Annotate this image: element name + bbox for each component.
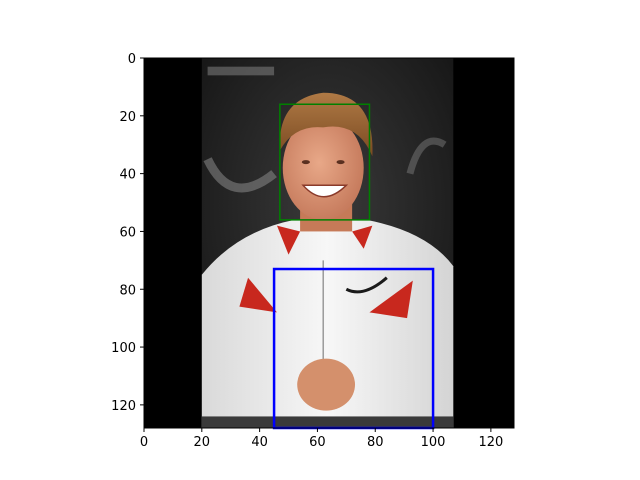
red-stripe-right [369,280,413,319]
background-logo-left [203,157,277,193]
x-tick-label: 20 [194,435,211,450]
background-text [207,66,275,76]
jacket [201,219,454,428]
x-tick-label: 120 [478,435,503,450]
y-tick-label: 20 [119,110,136,125]
y-tick-label: 100 [111,341,136,356]
axes-frame [143,57,515,429]
red-collar-left [276,225,301,255]
y-tick-label: 60 [119,225,136,240]
hair [279,92,373,157]
y-tick-label: 0 [128,52,136,67]
x-tick-label: 0 [140,435,148,450]
x-tick-label: 100 [421,435,446,450]
x-tick-label: 40 [251,435,268,450]
smile [301,184,349,198]
y-tick-label: 120 [111,399,136,414]
red-collar-right [352,225,373,249]
left-eye [301,160,310,165]
axis-ticks: 0 20 40 60 80 100 120 0 20 40 60 80 100 120 [111,52,515,450]
y-tick-label: 80 [119,283,136,298]
image-content [144,58,514,428]
x-tick-label: 60 [309,435,326,450]
table-edge [201,416,454,428]
right-eye [336,160,345,165]
y-tick-label: 40 [119,168,136,183]
red-stripe-left [239,277,277,313]
background-logo-right [406,137,447,175]
x-tick-label: 80 [367,435,384,450]
plot-axes: 0 20 40 60 80 100 120 0 20 40 60 80 100 120 [111,52,515,450]
portrait-photo [201,58,454,428]
chest-logo [345,276,388,294]
clasped-hands [297,358,356,411]
face [282,115,364,220]
face-bounding-box [279,103,371,221]
